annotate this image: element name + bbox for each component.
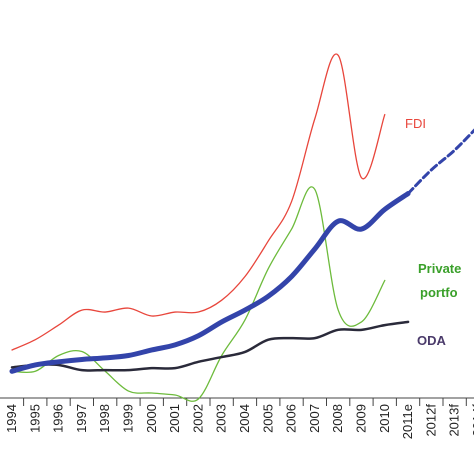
x-tick-label: 1996 <box>51 404 66 433</box>
x-tick-label: 1998 <box>97 404 112 433</box>
annotation: portfo <box>420 285 458 300</box>
x-tick-label: 2013f <box>447 404 462 437</box>
x-tick-label: 2011e <box>400 404 415 439</box>
x-tick-label: 2002 <box>190 404 205 433</box>
x-tick-label: 2007 <box>307 404 322 433</box>
series-line <box>11 186 386 402</box>
series-line <box>9 191 411 374</box>
x-tick-label: 2001 <box>167 404 182 433</box>
x-tick-label: 1995 <box>27 404 42 433</box>
x-tick-label: 2000 <box>144 404 159 433</box>
series-line <box>11 53 386 351</box>
x-tick-label: 1994 <box>4 404 19 433</box>
x-tick-label: 1997 <box>74 404 89 433</box>
x-tick-label: 2006 <box>284 404 299 433</box>
annotation: Private <box>418 261 461 276</box>
x-tick-label: 1999 <box>121 404 136 433</box>
x-tick-label: 2005 <box>260 404 275 433</box>
series-line <box>10 320 410 372</box>
x-tick-label: 2012f <box>423 404 438 437</box>
annotation: FDI <box>405 116 426 131</box>
x-tick-label: 2010 <box>377 404 392 433</box>
x-tick-label: 2009 <box>354 404 369 433</box>
x-tick-label: 2003 <box>214 404 229 433</box>
annotation: ODA <box>417 333 447 348</box>
series-line <box>406 128 474 196</box>
x-tick-label: 2004 <box>237 404 252 433</box>
x-tick-label: 2008 <box>330 404 345 433</box>
x-tick-label: 2014f <box>470 404 474 437</box>
